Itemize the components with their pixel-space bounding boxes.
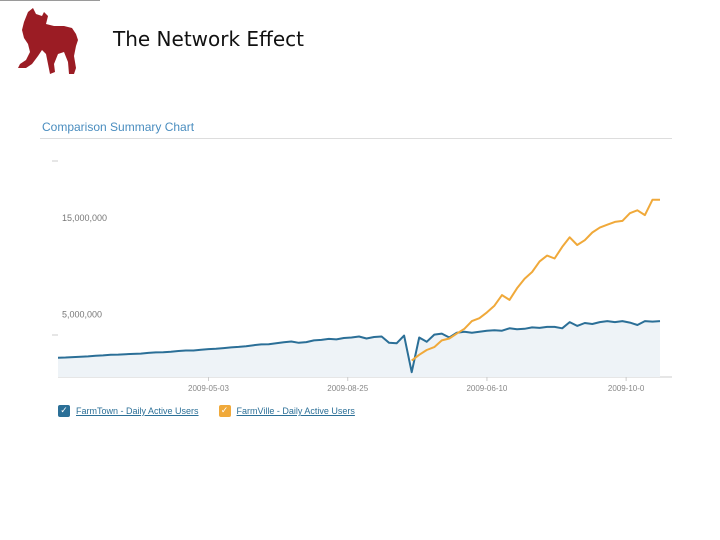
checkmark-icon[interactable]: ✓	[218, 405, 231, 417]
chart-panel: Comparison Summary Chart 15,000,000 5,000…	[40, 115, 672, 425]
chart-legend: ✓ FarmTown - Daily Active Users ✓ FarmVi…	[58, 405, 355, 417]
legend-label-farmville[interactable]: FarmVille - Daily Active Users	[236, 406, 355, 416]
farmtown-area	[58, 321, 660, 377]
y-tick-label: 15,000,000	[62, 213, 107, 223]
legend-item-farmtown[interactable]: ✓ FarmTown - Daily Active Users	[58, 405, 199, 417]
top-rule	[0, 0, 100, 1]
header-divider	[40, 138, 672, 139]
legend-item-farmville[interactable]: ✓ FarmVille - Daily Active Users	[218, 405, 355, 417]
y-tick-label: 5,000,000	[62, 309, 102, 319]
x-tick-label: 2009-05-03	[188, 384, 229, 393]
x-tick-label: 2009-10-0	[608, 384, 645, 393]
x-tick-label: 2009-06-10	[466, 384, 507, 393]
farmtown-series-line	[57, 320, 661, 374]
checkmark-icon[interactable]: ✓	[58, 405, 70, 417]
legend-label-farmtown[interactable]: FarmTown - Daily Active Users	[76, 406, 199, 416]
x-tick-label: 2009-08-25	[327, 384, 368, 393]
farmville-series-line	[411, 198, 660, 362]
dog-logo-icon	[18, 8, 78, 74]
line-chart: 15,000,000 5,000,000 2009-05-03 2009-08-25 2…	[52, 160, 672, 393]
slide-title: The Network Effect	[113, 27, 304, 51]
chart-header: Comparison Summary Chart	[42, 120, 195, 134]
